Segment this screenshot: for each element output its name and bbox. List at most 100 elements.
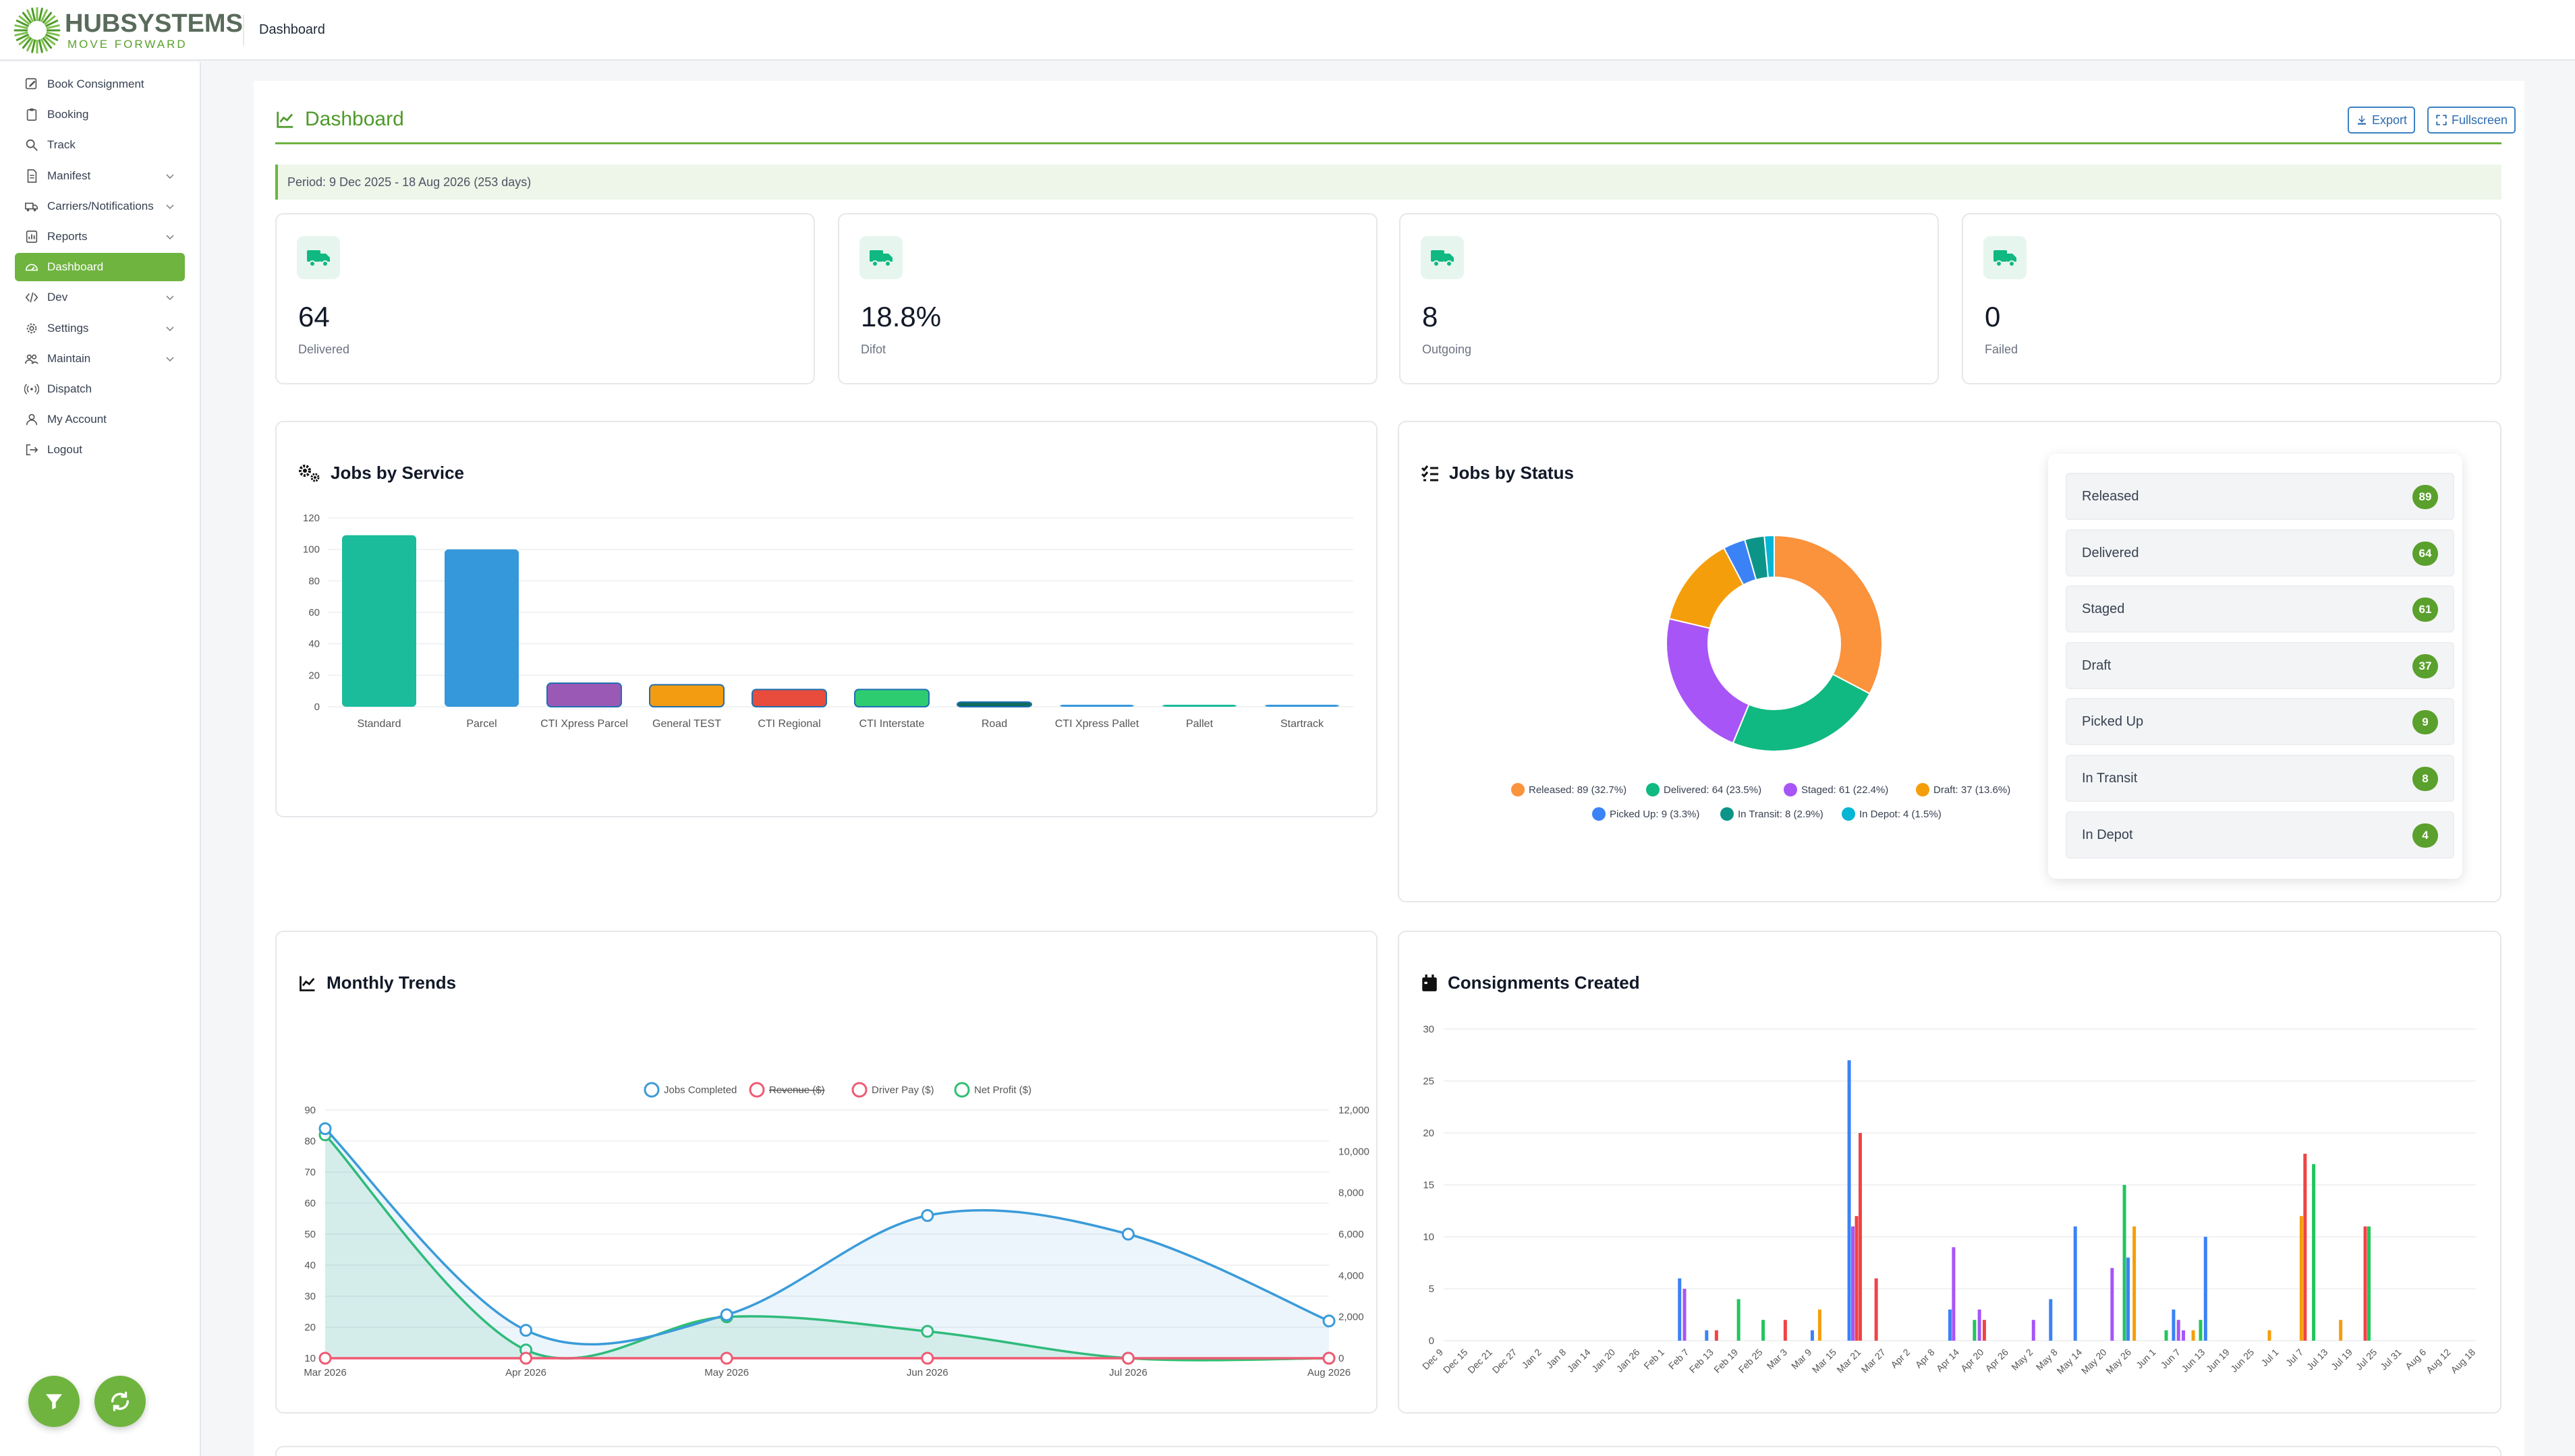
- y-tick-label: 10: [1423, 1231, 1434, 1243]
- bar: [2191, 1330, 2195, 1341]
- status-row-draft[interactable]: Draft 37: [2066, 641, 2454, 689]
- sidebar-item-carriers-notifications[interactable]: Carriers/Notifications: [15, 192, 185, 221]
- sidebar-item-dashboard[interactable]: Dashboard: [15, 253, 185, 282]
- status-row-released[interactable]: Released 89: [2066, 473, 2454, 520]
- logo-ray: [31, 7, 36, 22]
- brand-name: HUBSYSTEMS: [65, 9, 243, 38]
- sidebar-item-track[interactable]: Track: [15, 131, 185, 159]
- logo-ray: [40, 9, 48, 22]
- x-tick-label: Feb 1: [1641, 1347, 1666, 1372]
- sidebar-item-label: Carriers/Notifications: [47, 199, 154, 212]
- logo-ray: [18, 35, 30, 46]
- y-tick-label: 60: [304, 1198, 316, 1209]
- calendar-icon: [1422, 974, 1437, 991]
- x-tick-label: Apr 2026: [505, 1367, 546, 1378]
- gauge-icon: [24, 260, 39, 274]
- bar-pallet: [1162, 705, 1237, 707]
- status-row-in-depot[interactable]: In Depot 4: [2066, 811, 2454, 858]
- sidebar-item-label: Manifest: [47, 169, 91, 182]
- y-tick-label: 40: [308, 639, 320, 650]
- sidebar-item-settings[interactable]: Settings: [15, 314, 185, 343]
- status-row-picked-up[interactable]: Picked Up 9: [2066, 698, 2454, 746]
- point: [921, 1324, 934, 1338]
- sidebar-item-label: Dashboard: [47, 260, 104, 274]
- legend-swatch: [851, 1082, 868, 1098]
- hubsystems-logo[interactable]: HUBSYSTEMS MOVE FORWARD: [13, 7, 243, 54]
- fullscreen-button[interactable]: Fullscreen: [2427, 107, 2516, 134]
- bar-cti-xpress-parcel: [546, 682, 622, 707]
- sidebar-item-logout[interactable]: Logout: [15, 436, 185, 464]
- fullscreen-label: Fullscreen: [2452, 113, 2508, 127]
- next-section-card: [275, 1446, 2501, 1456]
- brand-tagline: MOVE FORWARD: [67, 38, 188, 51]
- sidebar-item-my-account[interactable]: My Account: [15, 405, 185, 434]
- sidebar-item-dispatch[interactable]: Dispatch: [15, 375, 185, 403]
- y-tick-label: 60: [308, 607, 320, 618]
- slice-released: [1774, 534, 1883, 695]
- stat-label: Delivered: [298, 343, 350, 356]
- status-row-in-transit[interactable]: In Transit 8: [2066, 755, 2454, 802]
- bar: [1678, 1278, 1682, 1341]
- x-tick-label: May 14: [2054, 1347, 2084, 1376]
- x-tick-label: Aug 18: [2448, 1347, 2477, 1376]
- sidebar-item-label: Track: [47, 138, 76, 152]
- line-jobs-completed: [324, 1128, 1330, 1346]
- sidebar-item-maintain[interactable]: Maintain: [15, 345, 185, 373]
- sidebar-item-label: My Account: [47, 413, 107, 426]
- bar: [1948, 1309, 1952, 1341]
- y2-tick-label: 2,000: [1338, 1312, 1364, 1323]
- consignments-created-card: Consignments Created 0 5 10 15 20 25 30 Dec 9 De…: [1398, 931, 2501, 1414]
- legend-entry: In Depot: 4 (1.5%): [1859, 809, 1942, 820]
- sidebar: Book Consignment Booking Track Manifest Carr…: [0, 62, 201, 1456]
- point: [720, 1308, 733, 1322]
- sidebar-item-manifest[interactable]: Manifest: [15, 162, 185, 190]
- legend-swatch: [749, 1082, 765, 1098]
- bar: [1761, 1320, 1765, 1341]
- bar: [2267, 1330, 2271, 1341]
- stat-card-outgoing: 8 Outgoing: [1399, 213, 1939, 384]
- bar: [1736, 1299, 1741, 1341]
- point: [318, 1122, 332, 1136]
- bar-general-test: [649, 684, 725, 708]
- x-tick-label: Startrack: [1280, 718, 1324, 730]
- line-chart-icon: [277, 111, 293, 128]
- x-tick-label: Feb 25: [1736, 1347, 1765, 1375]
- y-tick-label: 25: [1423, 1076, 1434, 1087]
- status-row-delivered[interactable]: Delivered 64: [2066, 529, 2454, 577]
- y-tick-label: 90: [304, 1105, 316, 1116]
- x-tick-label: Mar 15: [1810, 1347, 1838, 1375]
- point: [519, 1324, 533, 1337]
- bar: [2132, 1226, 2137, 1341]
- x-tick-label: Jul 7: [2284, 1347, 2305, 1368]
- sidebar-item-reports[interactable]: Reports: [15, 223, 185, 251]
- top-bar: HUBSYSTEMS MOVE FORWARD Dashboard: [0, 0, 2575, 61]
- export-button[interactable]: Export: [2348, 107, 2416, 134]
- bar-cti-interstate: [854, 689, 930, 708]
- logo-ray: [40, 38, 48, 52]
- status-label: Delivered: [2082, 545, 2139, 560]
- sidebar-item-book-consignment[interactable]: Book Consignment: [15, 70, 185, 98]
- point: [1322, 1314, 1336, 1328]
- legend-entry: Revenue ($): [769, 1084, 825, 1096]
- x-tick-label: Feb 19: [1711, 1347, 1740, 1375]
- bar: [2164, 1330, 2168, 1341]
- truck-icon: [859, 236, 903, 279]
- consignments-created-title: Consignments Created: [1448, 972, 1640, 993]
- y2-tick-label: 0: [1338, 1353, 1344, 1364]
- y-tick-label: 40: [304, 1260, 316, 1271]
- logo-ray: [46, 24, 60, 30]
- slice-in-depot: [1763, 534, 1775, 579]
- bar-startrack: [1265, 705, 1339, 707]
- y2-tick-label: 8,000: [1338, 1188, 1364, 1199]
- bar-road: [957, 701, 1032, 707]
- status-count-badge: 8: [2412, 767, 2438, 791]
- sidebar-item-dev[interactable]: Dev: [15, 283, 185, 312]
- refresh-button[interactable]: [94, 1376, 146, 1427]
- clipboard-icon: [24, 107, 39, 122]
- status-row-staged[interactable]: Staged 61: [2066, 585, 2454, 633]
- sidebar-item-booking[interactable]: Booking: [15, 100, 185, 129]
- bar-cti-regional: [752, 689, 827, 708]
- filter-button[interactable]: [28, 1376, 80, 1427]
- status-list-panel: Released 89 Delivered 64 Staged 61 Draft 37 Pick…: [2048, 454, 2462, 879]
- x-tick-label: Apr 14: [1934, 1347, 1962, 1374]
